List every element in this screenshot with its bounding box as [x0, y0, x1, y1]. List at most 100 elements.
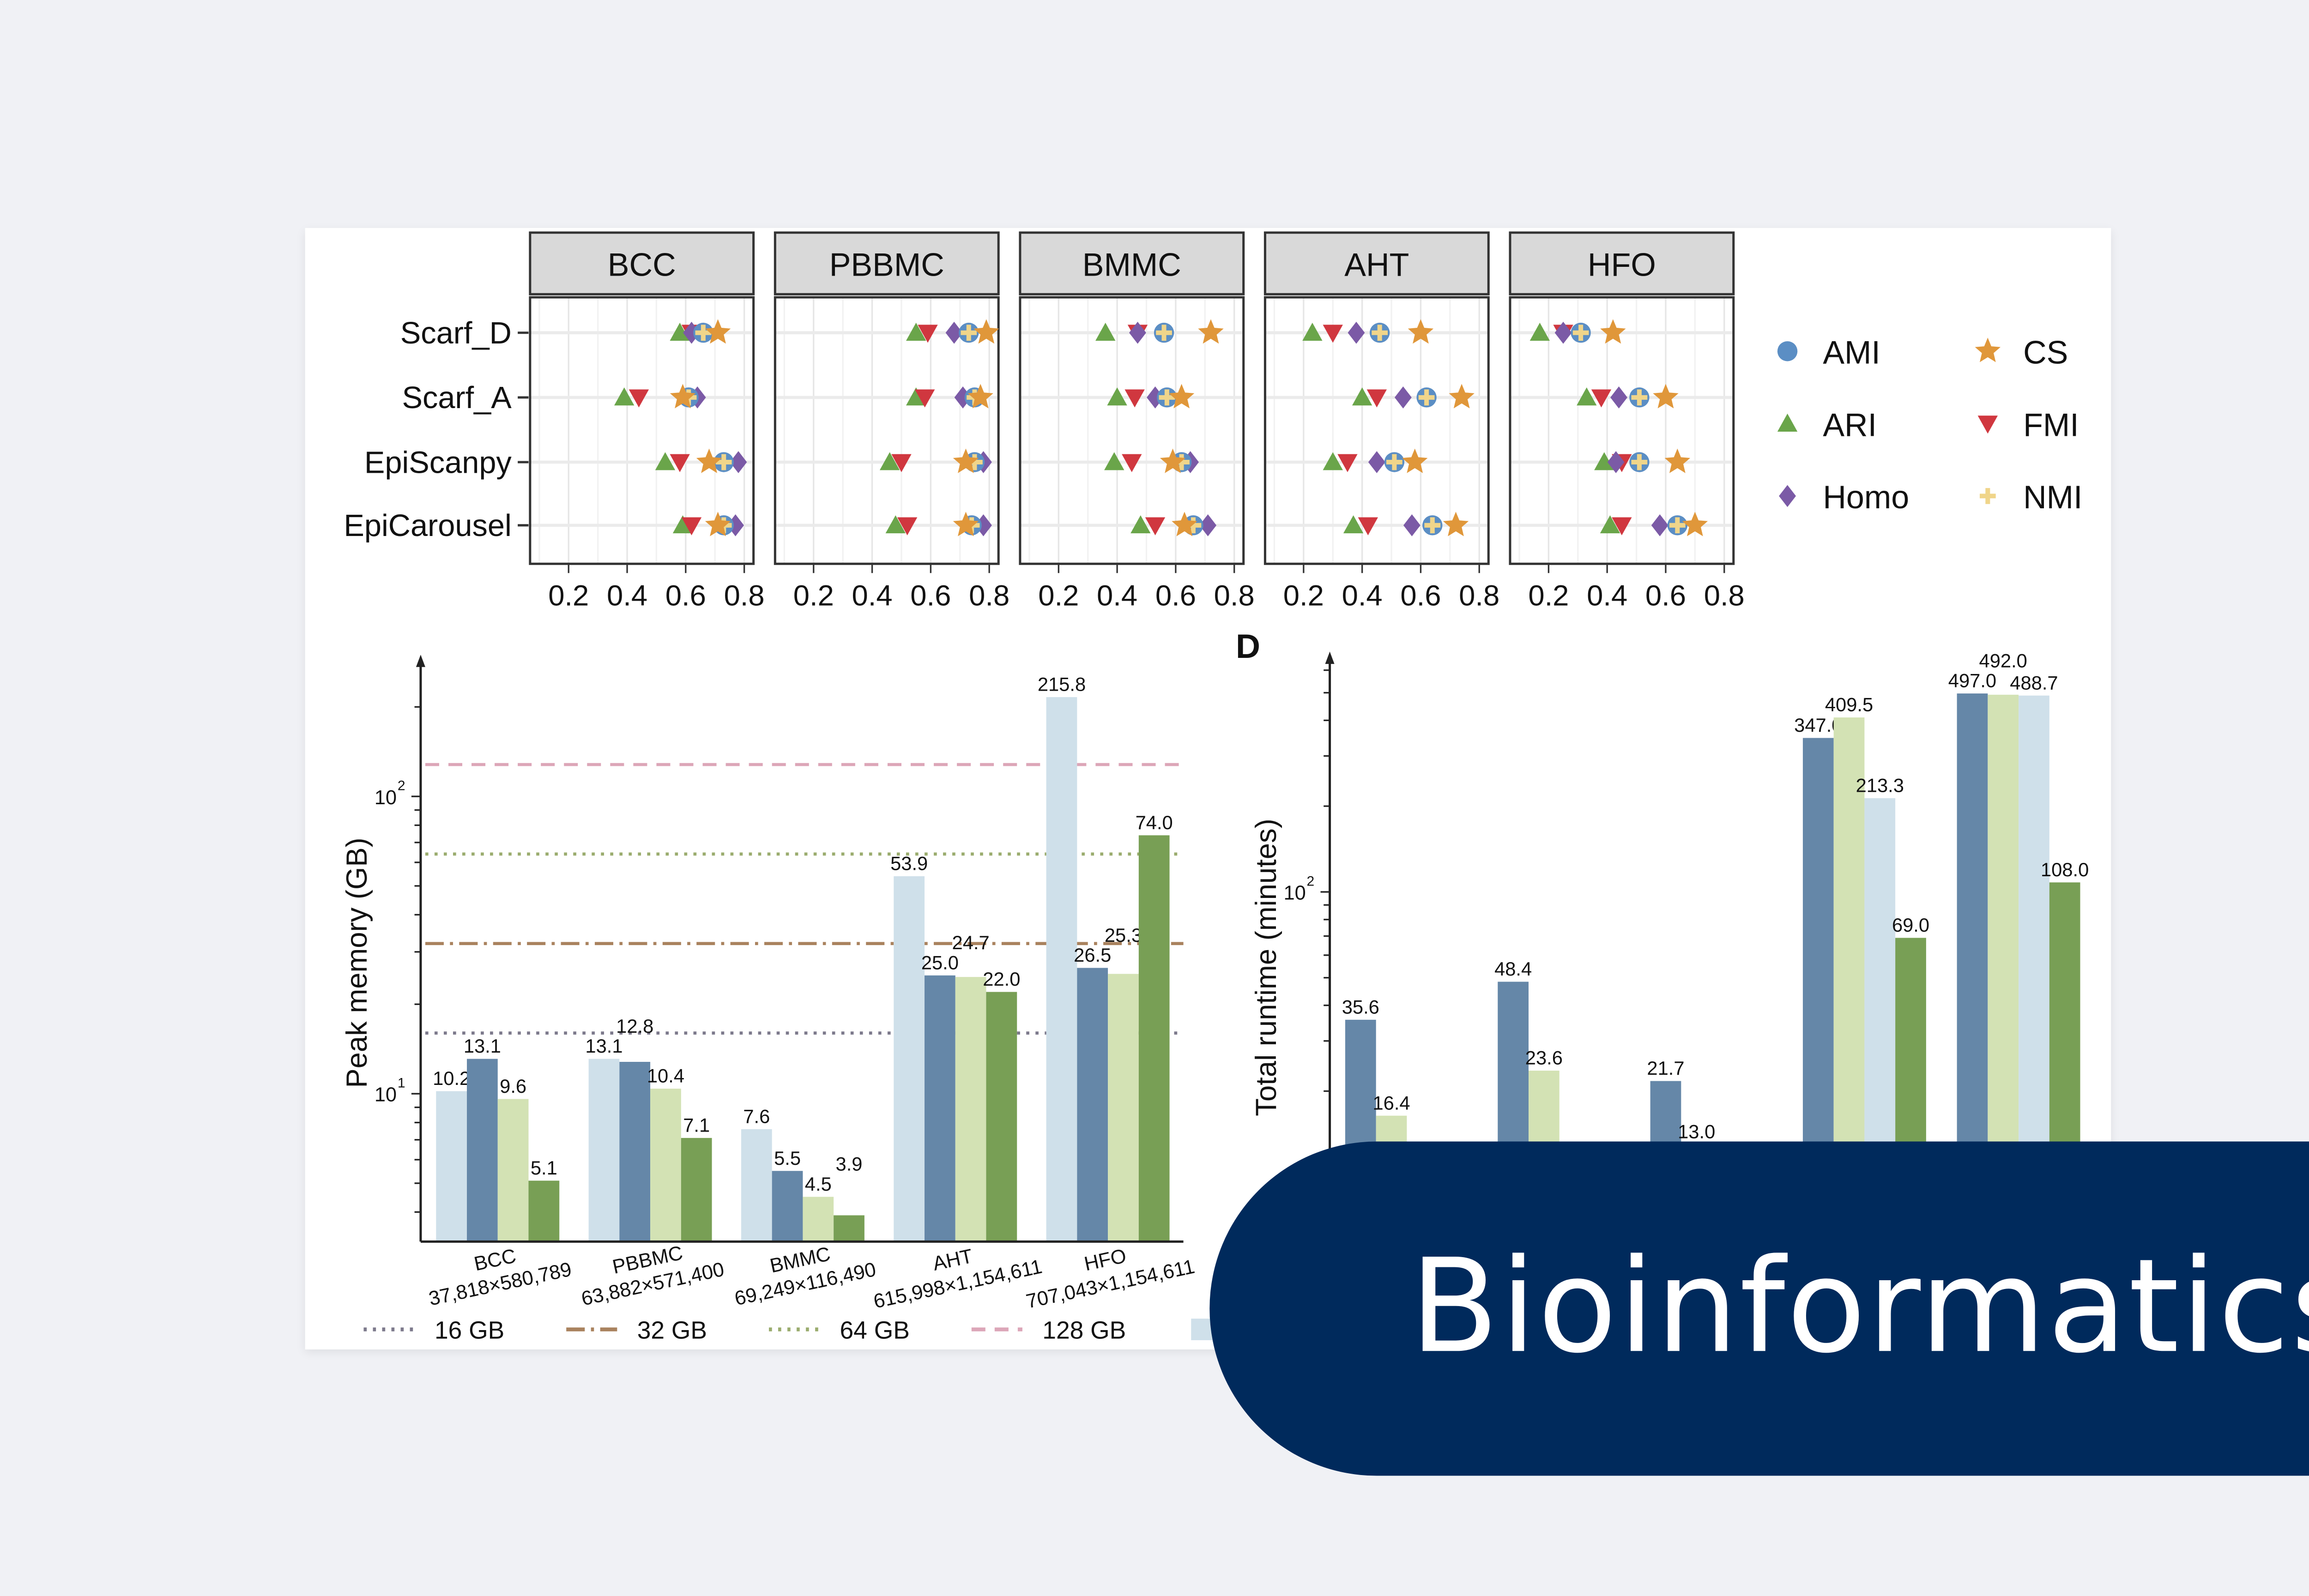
legend-label: FMI [2023, 407, 2079, 443]
bar [619, 1062, 650, 1241]
bar [681, 1138, 712, 1242]
point-cs [1169, 384, 1194, 409]
bar [1139, 835, 1170, 1241]
point-fmi [1358, 517, 1378, 535]
data-label: 24.7 [952, 932, 990, 953]
x-tick-label: 0.2 [548, 579, 589, 612]
facet-panel-bcc: BCC 0.2 0.4 0.6 0.8 [530, 233, 765, 612]
facet-strip [530, 233, 754, 294]
x-tick-label: 0.8 [1214, 579, 1255, 612]
point-cs [1665, 449, 1690, 473]
legend-item-cs: CS [1975, 334, 2068, 370]
facet-title: PBBMC [829, 247, 944, 283]
x-tick-label: 0.4 [1587, 579, 1627, 612]
point-ari [1323, 452, 1343, 470]
point-homo [1555, 322, 1572, 344]
point-homo [1403, 514, 1420, 536]
point-homo [1199, 514, 1216, 536]
x-tick-label: 0.8 [1704, 579, 1745, 612]
facet-title: BCC [608, 247, 676, 283]
point-ari [1352, 387, 1372, 405]
legend-label: Homo [1823, 479, 1909, 515]
y-tick-base: 10 [375, 1084, 397, 1106]
y-tick-base: 10 [1283, 882, 1306, 904]
point-nmi [961, 325, 977, 341]
point-fmi [891, 454, 911, 472]
data-label: 12.8 [616, 1015, 653, 1037]
point-nmi [1419, 390, 1435, 406]
point-ari [906, 323, 926, 341]
y-tick-exp: 2 [398, 778, 405, 794]
point-nmi [1372, 325, 1388, 341]
point-nmi [1632, 454, 1648, 470]
point-cs [696, 449, 722, 473]
point-cs [1198, 319, 1223, 343]
x-tick-label: 0.6 [1400, 579, 1441, 612]
data-label: 74.0 [1136, 812, 1173, 833]
triangle-down-icon [1978, 416, 1998, 434]
data-label: 497.0 [1948, 670, 1996, 692]
point-cs [1653, 384, 1678, 409]
x-tick-label: 0.2 [1038, 579, 1079, 612]
data-label: 488.7 [2010, 672, 2058, 693]
point-fmi [670, 454, 689, 472]
legend-label: 64 GB [840, 1317, 910, 1344]
y-axis-title: Peak memory (GB) [341, 837, 373, 1088]
data-label: 21.7 [1647, 1057, 1684, 1079]
point-fmi [918, 325, 937, 343]
bar [834, 1215, 864, 1241]
x-tick-label: 0.6 [910, 579, 951, 612]
facet-panel-hfo: HFO 0.2 0.4 0.6 0.8 [1510, 233, 1745, 612]
point-cs [1408, 319, 1433, 343]
legend-item-ari: ARI [1777, 407, 1877, 443]
point-homo [1129, 322, 1146, 344]
bar [986, 992, 1017, 1242]
data-label: 4.5 [805, 1173, 832, 1195]
point-homo [730, 451, 747, 473]
data-label: 25.3 [1105, 924, 1142, 946]
point-cs [705, 319, 731, 343]
bar [772, 1171, 803, 1241]
data-label: 13.1 [464, 1035, 501, 1057]
point-nmi [695, 325, 712, 341]
bar [436, 1091, 467, 1242]
x-tick-label: 0.4 [607, 579, 647, 612]
x-tick-label: 0.4 [1342, 579, 1383, 612]
data-label: 10.2 [433, 1067, 470, 1089]
panel-border [530, 297, 754, 564]
point-ari [1107, 387, 1127, 405]
row-label: Scarf_A [402, 381, 512, 415]
x-tick-label: 0.6 [665, 579, 706, 612]
x-tick-label: 0.6 [1645, 579, 1686, 612]
bar [498, 1099, 529, 1241]
facet-title: BMMC [1082, 247, 1181, 283]
legend-item-homo: Homo [1779, 479, 1909, 515]
point-nmi [1156, 325, 1172, 341]
data-label: 35.6 [1342, 996, 1379, 1018]
legend-label: NMI [2023, 479, 2082, 515]
facet-panel-aht: AHT 0.2 0.4 0.6 0.8 [1265, 233, 1499, 612]
data-label: 7.6 [743, 1105, 770, 1127]
bar [955, 977, 986, 1241]
data-label: 5.1 [531, 1157, 557, 1179]
point-cs [967, 384, 993, 409]
data-label: 13.1 [585, 1035, 623, 1057]
data-label: 108.0 [2041, 859, 2089, 880]
x-tick-label: 0.2 [1528, 579, 1569, 612]
legend-item-nmi: NMI [1980, 479, 2083, 515]
legend-item-ami: AMI [1777, 334, 1880, 370]
point-ari [1343, 515, 1363, 533]
point-ari [1594, 452, 1614, 470]
data-label: 215.8 [1038, 674, 1086, 695]
point-cs [1449, 384, 1474, 409]
facet-panel-pbbmc: PBBMC 0.2 0.4 0.6 0.8 [775, 233, 1009, 612]
point-nmi [1573, 325, 1589, 341]
point-cs [1402, 449, 1427, 473]
point-fmi [1367, 390, 1387, 408]
x-tick-label: 0.4 [1097, 579, 1137, 612]
point-homo [975, 514, 992, 536]
